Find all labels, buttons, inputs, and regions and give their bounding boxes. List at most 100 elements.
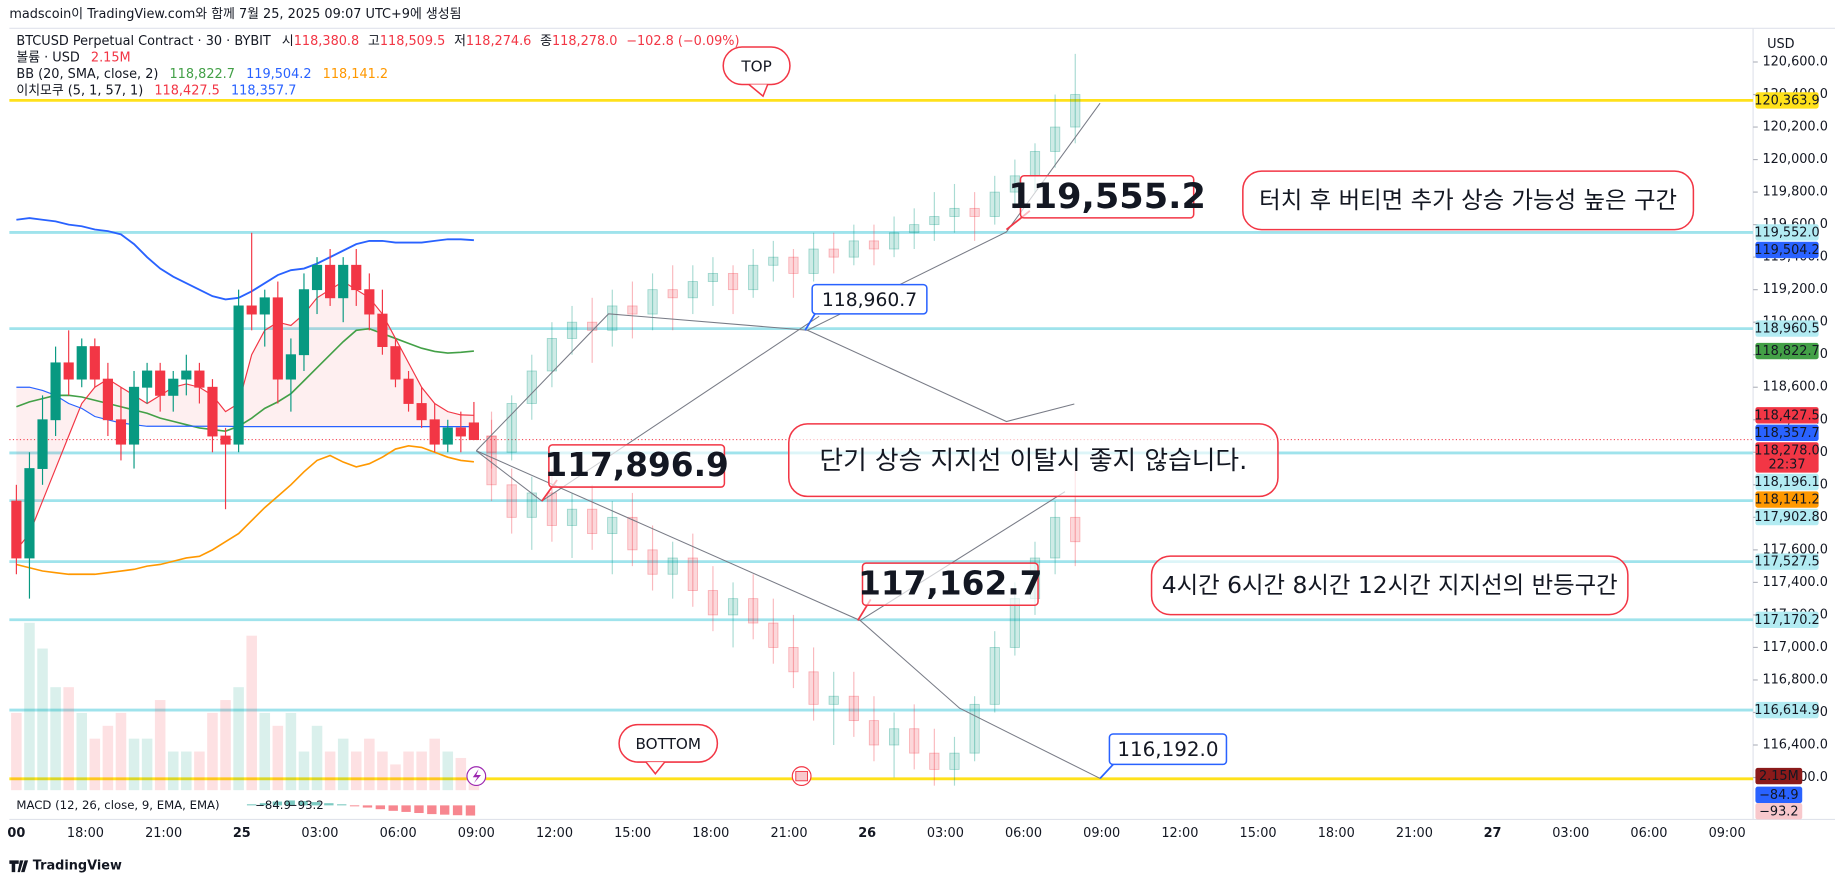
volume-bar [377,751,388,791]
macd-bar [259,803,270,806]
candle-body [115,419,127,445]
candle-body [949,752,960,770]
candle-body [989,191,1000,217]
candle-body [1070,516,1081,543]
candle-body [687,281,698,299]
macd-value: −93.2 [288,798,324,812]
candle-body [155,370,166,396]
indicator-line [15,280,474,551]
volume-bar [76,712,88,791]
candle-body [63,362,74,380]
price-badge [1755,342,1819,360]
volume-bar [390,764,401,791]
x-tick-label: 09:00 [458,826,495,841]
x-tick-label: 18:00 [692,826,729,841]
candle-body [325,264,336,299]
callout-text: BOTTOM [635,735,701,753]
x-tick-label: 03:00 [301,826,338,841]
candle-body [889,728,900,746]
price-badge-label: 117,170.2 [1754,613,1819,628]
y-tick-label: 117,400.0 [1762,575,1827,590]
candle-body [909,728,920,754]
candle-body [259,297,270,315]
candle-body [768,622,779,648]
callout-text: 4시간 6시간 8시간 12시간 지지선의 반등구간 [1162,571,1618,599]
candle-body [647,549,658,575]
candle-body [1009,175,1020,193]
candle-body [868,240,880,250]
candle-body [37,419,48,469]
candle-body [526,492,537,518]
callout-box [548,444,726,488]
candle-body [429,419,440,445]
candle-body [298,289,310,356]
ohlc-key: 시 [282,34,294,49]
candle-body [486,435,497,453]
legend-line: 볼륨 · USD 2.15M [16,50,130,65]
drawings-back [9,98,1754,816]
x-tick-label: 21:00 [770,826,807,841]
candle-body [808,671,819,705]
macd-bar [337,804,347,806]
event-icons [466,766,812,787]
macd-bar [414,805,424,814]
price-badge-sub: 22:37 [1768,458,1805,473]
macd-bar [349,805,360,807]
macd-label: MACD (12, 26, close, 9, EMA, EMA) [16,798,219,812]
ohlc-key: 고 [368,34,380,49]
x-tick-label: 21:00 [1396,826,1433,841]
volume-bar [429,738,440,791]
x-tick-label: 21:00 [145,826,182,841]
x-tick-label: 15:00 [614,826,651,841]
macd-bar [401,805,411,812]
x-tick-label: 09:00 [1709,826,1746,841]
callout-tail [748,83,769,98]
candle-body [351,264,362,291]
volume-bar [298,751,310,791]
volume-bar [194,751,205,791]
volume-bar [115,712,127,791]
volume-bar [128,738,140,791]
candle-body [526,370,537,404]
bb-value: 118,141.2 [323,66,388,81]
candle-body [506,484,517,518]
y-tick-label: 117,000.0 [1762,640,1827,655]
callout-box [861,562,1039,607]
candle-body [272,297,283,380]
y-tick-label: 119,200.0 [1762,282,1827,297]
bb-value: 118,822.7 [170,66,235,81]
price-badge-label: 120,363.9 [1754,93,1819,108]
price-badge [1755,92,1819,109]
pane-badge [1755,767,1803,785]
volume-bar [50,687,61,791]
x-tick-label: 15:00 [1240,826,1277,841]
callout-tail [645,761,666,775]
candle-body [788,647,799,673]
x-tick-label: 18:00 [1318,826,1355,841]
y-tick-label: 116,400.0 [1762,738,1827,753]
bb-value: 119,504.2 [246,66,311,81]
pane-badge [1755,803,1803,820]
y-tick-label: 120,000.0 [1762,152,1827,167]
legend: BTCUSD Perpetual Contract · 30 · BYBIT 시… [16,34,739,812]
candle-body [442,427,453,445]
volume-bar [89,738,101,791]
candle-body [220,435,231,445]
ohlc-value: 118,509.5 [380,34,445,49]
callout-text: 터치 후 버티면 추가 상승 가능성 높은 구간 [1259,186,1677,214]
candle-body [989,647,1000,705]
candle-body [1029,151,1041,177]
volume-bar [220,700,231,791]
candle-body [181,370,192,380]
candle-body [486,435,497,486]
volume-bar [154,700,166,791]
macd-bar [375,805,386,810]
volume-bar [63,687,74,791]
callout-box [1242,170,1695,231]
volume-bar [259,712,271,791]
candle-body [748,598,759,624]
candle-body [848,695,859,722]
candle-body [929,216,940,226]
volume-bar [24,622,35,791]
